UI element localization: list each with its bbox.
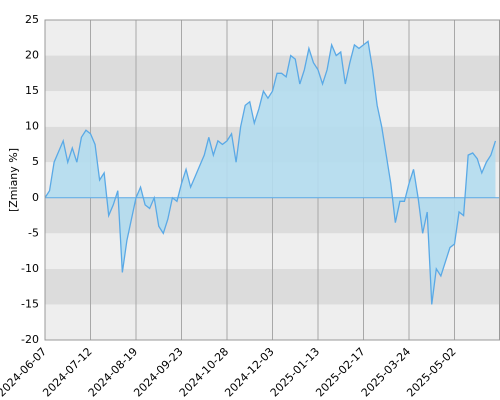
y-tick-label: -5	[28, 226, 39, 239]
area-fill	[45, 41, 496, 305]
y-tick-label: 25	[25, 13, 39, 26]
y-tick-label: 0	[32, 191, 39, 204]
y-tick-label: -10	[21, 262, 39, 275]
line	[44, 40, 497, 305]
y-tick-label: 20	[25, 49, 39, 62]
y-tick-label: -20	[21, 333, 39, 346]
y-tick-label: -15	[21, 297, 39, 310]
y-tick-label: 10	[25, 120, 39, 133]
y-axis-label: [Zmiany %]	[7, 148, 20, 212]
y-tick-label: 15	[25, 84, 39, 97]
y-tick-label: 5	[32, 155, 39, 168]
x-tick-label: 2025-05-02	[404, 345, 458, 399]
